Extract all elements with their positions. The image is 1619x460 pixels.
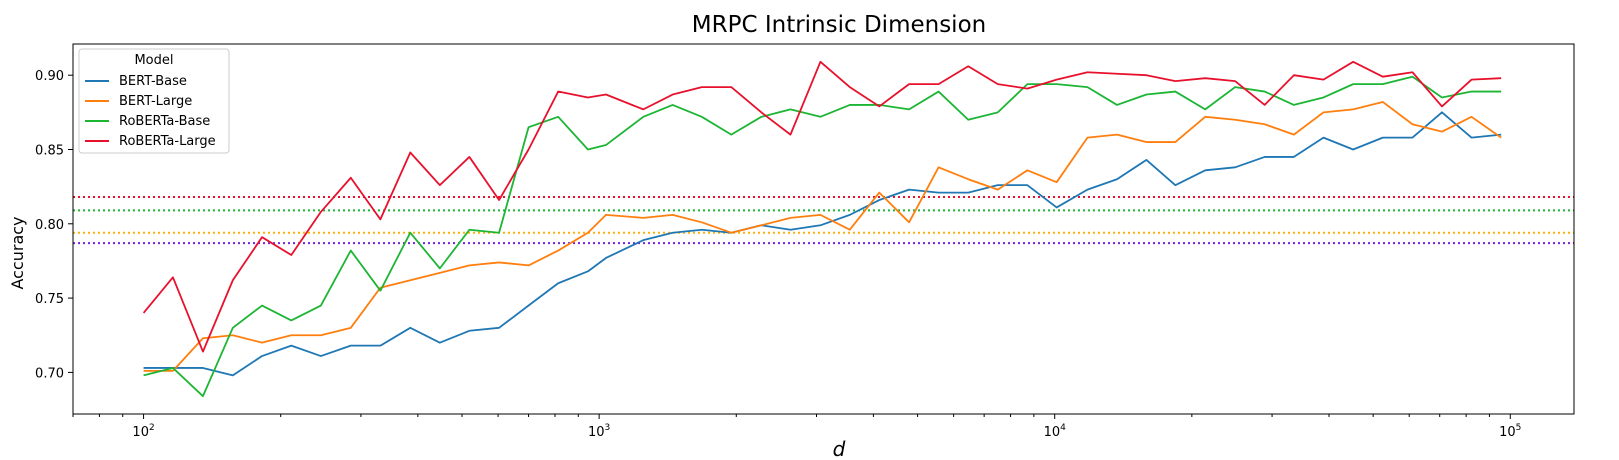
chart-title: MRPC Intrinsic Dimension (692, 12, 986, 38)
y-tick-label: 0.90 (35, 69, 64, 84)
legend-label-roberta-large: RoBERTa-Large (119, 134, 216, 149)
legend-box (78, 48, 230, 154)
x-tick-label: 103 (588, 423, 610, 440)
legend-label-bert-large: BERT-Large (119, 94, 192, 109)
x-tick-label: 104 (1044, 423, 1067, 440)
series-line-roberta-base (143, 75, 1502, 398)
y-axis-label: Accuracy (8, 216, 27, 289)
y-tick-label: 0.75 (35, 292, 64, 307)
plot-area (73, 60, 1574, 398)
legend-label-roberta-base: RoBERTa-Base (119, 114, 210, 129)
legend: Model BERT-Base BERT-Large RoBERTa-Base RoBE… (78, 48, 230, 154)
x-tick-label: 102 (132, 423, 154, 440)
x-tick-label: 105 (1499, 423, 1521, 440)
y-tick-label: 0.70 (35, 366, 64, 381)
legend-label-bert-base: BERT-Base (119, 74, 187, 89)
y-tick-label: 0.80 (35, 218, 64, 233)
y-tick-label: 0.85 (35, 144, 64, 159)
legend-title: Model (134, 53, 173, 68)
series-line-bert-base (143, 111, 1502, 377)
x-axis-label: d (833, 437, 846, 460)
plot-frame (72, 43, 1575, 415)
axes: 0.70 0.75 0.80 0.85 0.90 102 103 104 105 (35, 43, 1575, 440)
series-line-roberta-large (142, 60, 1502, 353)
series-line-bert-large (143, 101, 1502, 372)
